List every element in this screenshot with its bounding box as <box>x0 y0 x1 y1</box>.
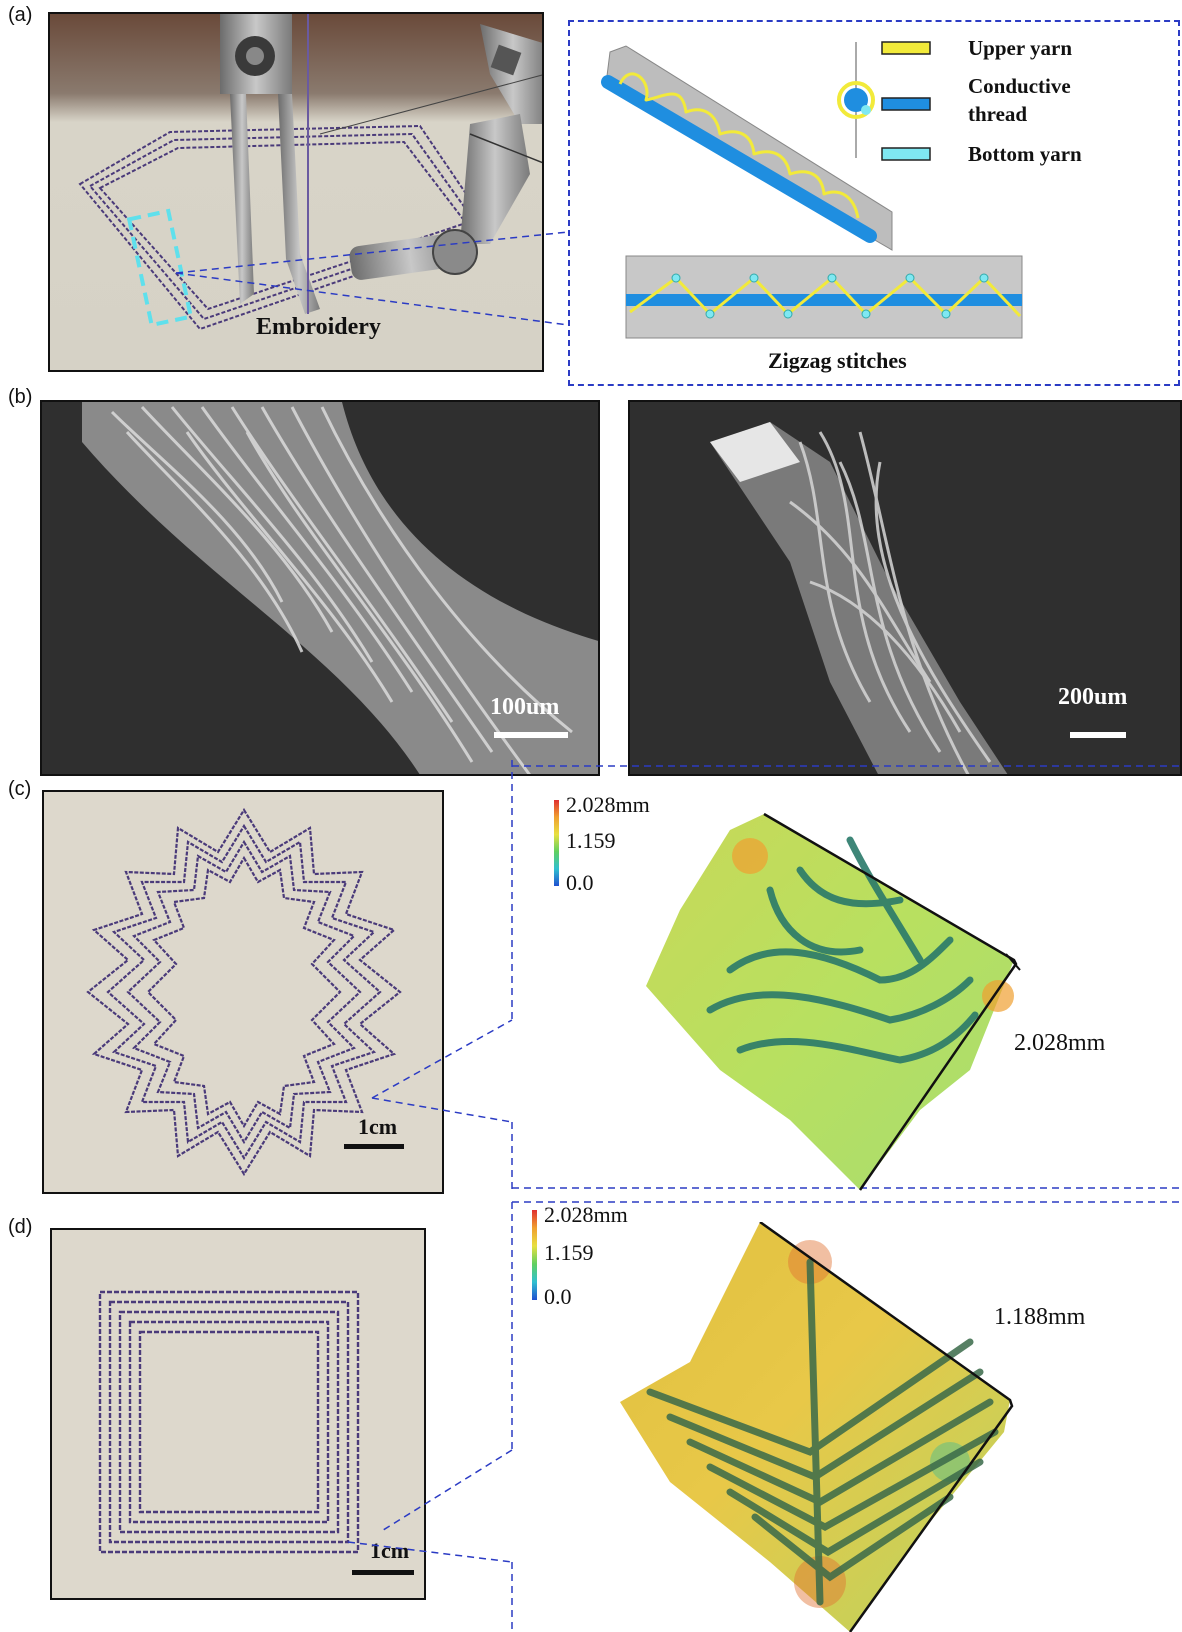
panel-d-colorbar-mid: 1.159 <box>544 1240 594 1265</box>
panel-c-colorbar-max: 2.028mm <box>566 792 650 817</box>
panel-d-scale-label: 1cm <box>370 1538 410 1563</box>
legend-bottom-yarn: Bottom yarn <box>968 142 1082 166</box>
panel-c-label: (c) <box>8 778 32 800</box>
legend-upper-yarn: Upper yarn <box>968 36 1073 60</box>
panel-d-label: (d) <box>8 1216 33 1238</box>
sem-left-scale-label: 100um <box>490 694 560 720</box>
panel-c-colorbar-mid: 1.159 <box>566 828 616 853</box>
sem-right-scale-label: 200um <box>1058 684 1128 710</box>
embroidery-caption: Embroidery <box>256 314 381 340</box>
panel-d-colorbar-min: 0.0 <box>544 1284 572 1309</box>
panel-c-scale-label: 1cm <box>358 1114 398 1139</box>
zigzag-caption: Zigzag stitches <box>768 348 907 373</box>
panel-d-colorbar <box>532 1210 537 1300</box>
legend-conductive-thread-line1: Conductive <box>968 74 1071 98</box>
panel-c-3d-surface <box>646 812 1021 1191</box>
panel-a-zoom-lines <box>175 231 569 326</box>
panel-c-zoom-lines <box>371 760 1182 1190</box>
panel-c-height-label: 2.028mm <box>1014 1030 1106 1056</box>
zigzag-diagram-box: Upper yarn Conductive thread Bottom yarn… <box>568 20 1180 386</box>
panel-d-zoom-lines <box>347 1201 1182 1632</box>
square-coil-photo: 1cm <box>50 1228 426 1600</box>
embroidery-photo: Embroidery <box>48 12 544 372</box>
panel-d-3d-surface <box>620 1222 1014 1632</box>
panel-d-colorbar-max: 2.028mm <box>544 1202 628 1227</box>
legend-conductive-thread-line2: thread <box>968 102 1028 126</box>
sem-image-left: 100um <box>40 400 600 776</box>
wavy-coil-photo: 1cm <box>42 790 444 1194</box>
panel-c-colorbar-min: 0.0 <box>566 870 594 895</box>
panel-b-label: (b) <box>8 386 33 408</box>
panel-a-label: (a) <box>8 4 33 26</box>
panel-c-colorbar <box>554 800 559 886</box>
sem-image-right: 200um <box>628 400 1182 776</box>
panel-d-height-label: 1.188mm <box>994 1304 1086 1330</box>
